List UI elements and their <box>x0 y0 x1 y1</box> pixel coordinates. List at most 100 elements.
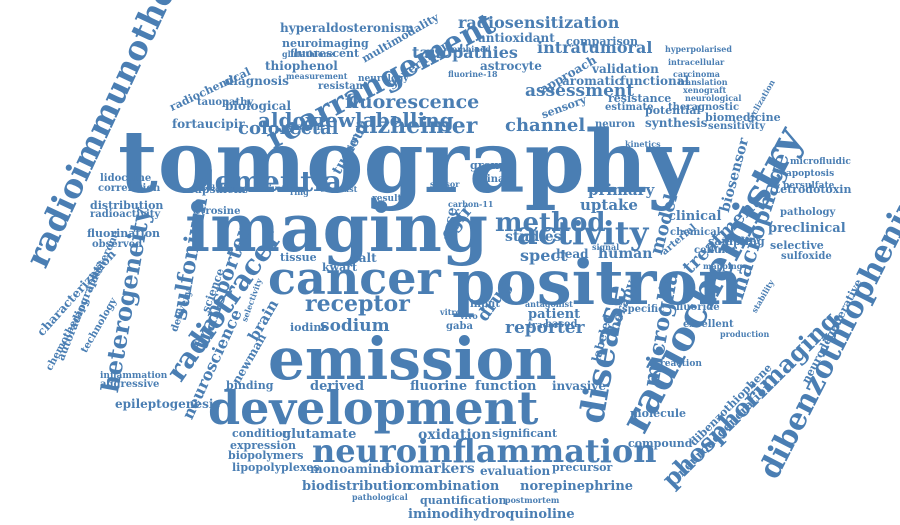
word: neurological <box>685 93 742 103</box>
word: uptake <box>580 196 638 214</box>
word: observed <box>92 239 143 250</box>
word: input <box>470 299 500 310</box>
word: selective <box>770 239 824 252</box>
word: function <box>475 379 537 394</box>
word: epileptogenesis <box>115 397 221 411</box>
word: quantification <box>420 494 507 507</box>
word: tracer <box>528 321 559 331</box>
word: iminodihydroquinoline <box>408 507 575 522</box>
word: kinase <box>480 174 517 185</box>
word: biopolymers <box>228 449 304 462</box>
word: chemical <box>670 227 721 238</box>
word: gaba <box>446 321 473 332</box>
word: dementia <box>195 165 342 198</box>
word: radiosensitization <box>458 13 620 32</box>
word: binding <box>226 379 274 392</box>
word: microfluidic <box>790 157 851 167</box>
word: lipopolyplexes <box>232 461 320 474</box>
word: radioactivity <box>90 209 161 220</box>
word: preclinical <box>768 221 846 236</box>
word: kwart <box>322 261 358 274</box>
word: monoamine <box>310 462 389 476</box>
word: assessment <box>525 81 635 101</box>
word: production <box>720 329 770 339</box>
word: sulfoxide <box>781 251 832 262</box>
word: cellular <box>694 245 737 256</box>
word: carcinoma <box>673 69 720 79</box>
word: positron <box>452 246 743 319</box>
word: resistant <box>318 81 368 92</box>
word: combination <box>408 479 500 494</box>
word: combined <box>447 44 491 54</box>
word: antagonist <box>525 299 573 309</box>
word: receptor <box>305 291 410 317</box>
word: sampling <box>708 235 765 248</box>
word: fluorescent <box>290 47 360 60</box>
word: fluorescence <box>345 91 480 113</box>
word: precursor <box>552 461 613 474</box>
word: result <box>372 194 402 204</box>
word: tauopathies <box>412 43 518 62</box>
word: synthesis <box>645 116 708 130</box>
word: measurement <box>286 71 348 81</box>
word: sensitivity <box>708 121 766 132</box>
word: biomarkers <box>385 461 475 477</box>
word: vivo <box>460 311 478 321</box>
word: iodine <box>290 321 329 334</box>
word: emission <box>268 325 557 393</box>
word: spect <box>520 246 568 265</box>
word: glutathione <box>282 49 335 59</box>
word: tetrodotoxin <box>775 183 852 196</box>
word: based <box>545 319 578 330</box>
word: biomedicine <box>705 111 781 124</box>
word: neurology <box>358 74 409 84</box>
word: activity <box>517 214 649 252</box>
word: biodistribution <box>302 479 412 494</box>
word: carbon-11 <box>448 199 494 209</box>
word: functional <box>620 74 690 88</box>
word: mapping <box>703 261 743 271</box>
word: signal <box>592 242 620 252</box>
word: studies <box>505 229 562 245</box>
word: human <box>598 246 653 262</box>
word: ring <box>290 187 309 197</box>
word: kinetics <box>625 139 661 149</box>
word: hyperpolarised <box>665 44 732 54</box>
word: sodium <box>320 316 390 336</box>
word: fluoride <box>676 302 720 313</box>
word: intracellular <box>668 57 725 67</box>
word: development <box>208 381 539 435</box>
word: significant <box>492 427 558 440</box>
word: excellent <box>683 319 734 330</box>
word: expression <box>230 439 296 452</box>
word: thiophenol <box>265 59 338 73</box>
word: activation <box>255 183 300 193</box>
word: derived <box>310 379 365 394</box>
word: xenograft <box>683 85 727 95</box>
word: comparison <box>566 35 638 48</box>
word: colorectal <box>238 118 339 139</box>
word: system <box>285 122 324 133</box>
word: reporter <box>505 318 585 338</box>
word: hyperaldosteronism <box>280 21 414 35</box>
word: correlation <box>98 183 161 194</box>
word: compound <box>628 437 693 450</box>
word: intratumoral <box>537 38 653 57</box>
word: theragnostic <box>668 102 740 113</box>
word: condition <box>232 427 291 440</box>
word: tyrosine <box>195 206 241 217</box>
word: aggressive <box>100 379 160 390</box>
word: vitro <box>440 307 461 317</box>
word: neuroimaging <box>282 37 369 50</box>
word: specific <box>622 304 665 315</box>
word: persulfate <box>783 181 835 191</box>
word: translation <box>678 77 728 87</box>
word: potential <box>645 104 701 117</box>
word: validation <box>592 62 659 76</box>
word: reaction <box>660 359 702 369</box>
word: clinical <box>668 209 722 224</box>
word: newman <box>229 331 270 387</box>
word: oxidation <box>418 427 492 443</box>
word: neuroinflammation <box>312 432 657 470</box>
